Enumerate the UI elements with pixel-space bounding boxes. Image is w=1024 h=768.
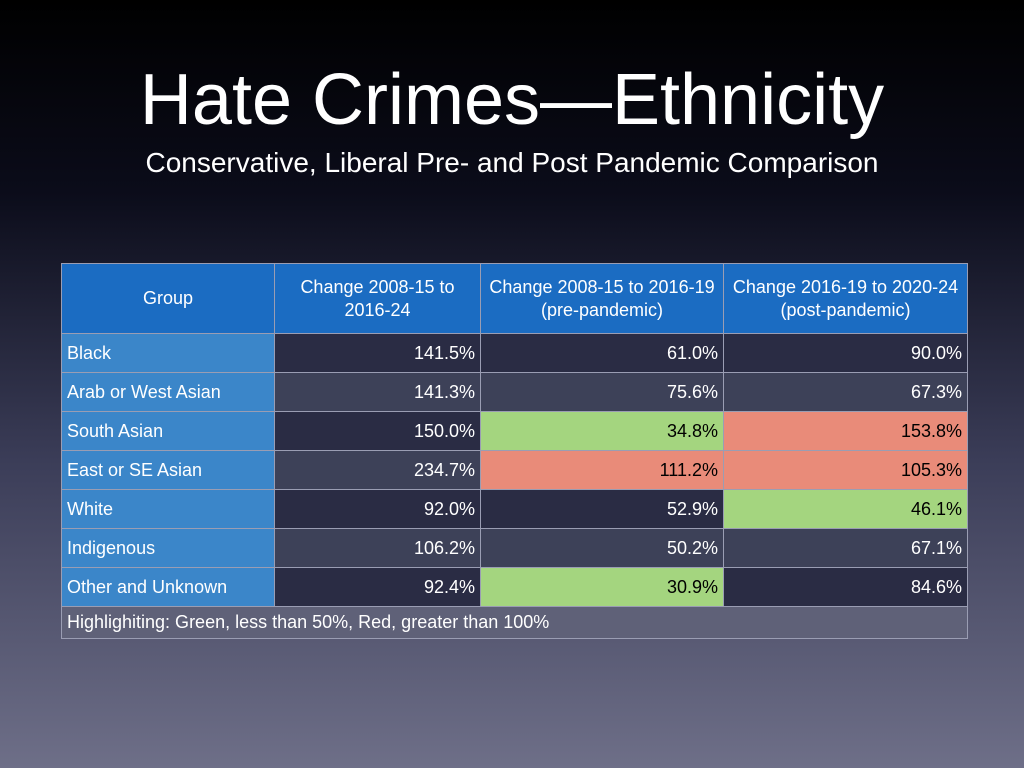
value-cell: 61.0%	[480, 333, 724, 373]
value-cell: 30.9%	[480, 567, 724, 607]
group-cell: White	[61, 489, 275, 529]
column-header: Group	[61, 263, 275, 334]
value-cell: 234.7%	[274, 450, 481, 490]
footnote-row: Highlighiting: Green, less than 50%, Red…	[61, 606, 968, 639]
value-cell: 153.8%	[723, 411, 968, 451]
column-header: Change 2008-15 to 2016-19 (pre-pandemic)	[480, 263, 724, 334]
value-cell: 150.0%	[274, 411, 481, 451]
table-row: Other and Unknown 92.4% 30.9% 84.6%	[61, 567, 968, 607]
group-cell: Black	[61, 333, 275, 373]
table-row: White 92.0% 52.9% 46.1%	[61, 489, 968, 529]
group-cell: Other and Unknown	[61, 567, 275, 607]
value-cell: 46.1%	[723, 489, 968, 529]
value-cell: 50.2%	[480, 528, 724, 568]
table-row: East or SE Asian 234.7% 111.2% 105.3%	[61, 450, 968, 490]
value-cell: 141.3%	[274, 372, 481, 412]
group-cell: East or SE Asian	[61, 450, 275, 490]
value-cell: 75.6%	[480, 372, 724, 412]
table-row: Indigenous 106.2% 50.2% 67.1%	[61, 528, 968, 568]
value-cell: 52.9%	[480, 489, 724, 529]
value-cell: 90.0%	[723, 333, 968, 373]
table-row: South Asian 150.0% 34.8% 153.8%	[61, 411, 968, 451]
data-table: Group Change 2008-15 to 2016-24 Change 200…	[61, 263, 968, 639]
table-row: Black 141.5% 61.0% 90.0%	[61, 333, 968, 373]
value-cell: 111.2%	[480, 450, 724, 490]
footnote: Highlighiting: Green, less than 50%, Red…	[61, 606, 968, 639]
value-cell: 92.0%	[274, 489, 481, 529]
value-cell: 84.6%	[723, 567, 968, 607]
group-cell: Indigenous	[61, 528, 275, 568]
column-header: Change 2008-15 to 2016-24	[274, 263, 481, 334]
value-cell: 67.3%	[723, 372, 968, 412]
value-cell: 106.2%	[274, 528, 481, 568]
column-header: Change 2016-19 to 2020-24 (post-pandemic…	[723, 263, 968, 334]
value-cell: 141.5%	[274, 333, 481, 373]
group-cell: Arab or West Asian	[61, 372, 275, 412]
value-cell: 105.3%	[723, 450, 968, 490]
table-row: Arab or West Asian 141.3% 75.6% 67.3%	[61, 372, 968, 412]
value-cell: 92.4%	[274, 567, 481, 607]
value-cell: 67.1%	[723, 528, 968, 568]
title: Hate Crimes—Ethnicity	[139, 60, 885, 140]
subtitle: Conservative, Liberal Pre- and Post Pand…	[145, 147, 879, 178]
value-cell: 34.8%	[480, 411, 724, 451]
header-row: Group Change 2008-15 to 2016-24 Change 200…	[61, 263, 968, 334]
group-cell: South Asian	[61, 411, 275, 451]
